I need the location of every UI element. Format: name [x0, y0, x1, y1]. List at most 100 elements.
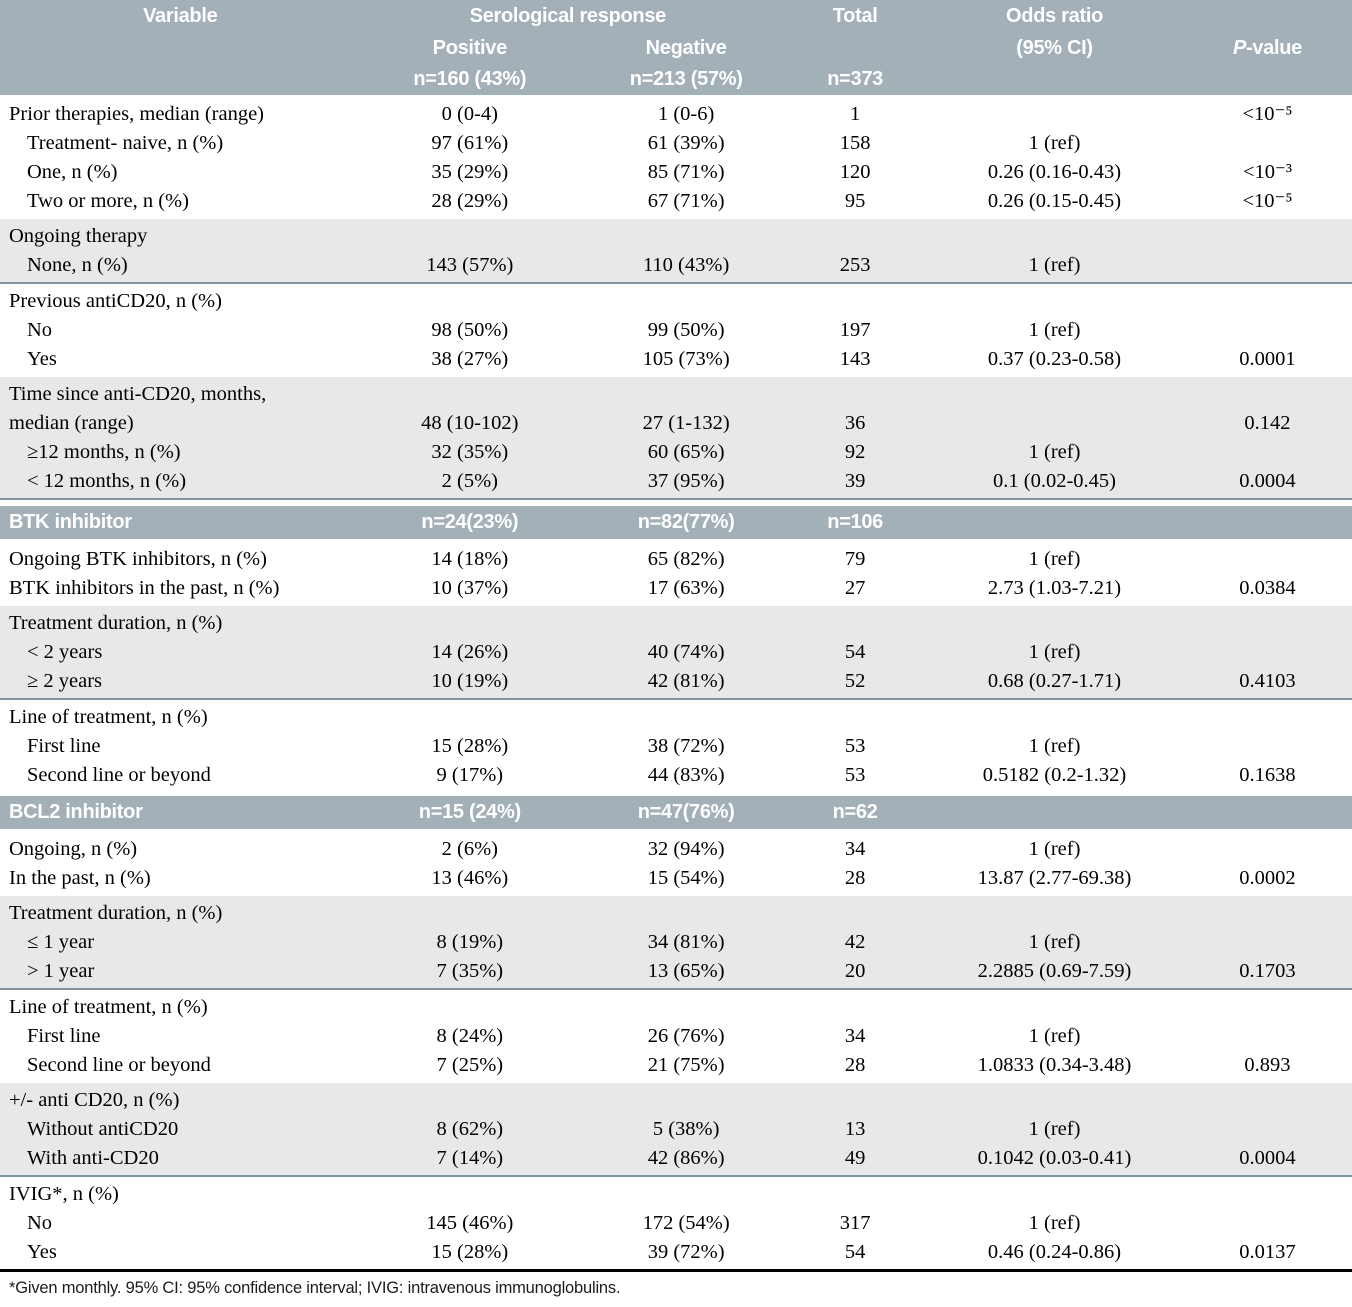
variable-label: Ongoing BTK inhibitors, n (%)	[9, 548, 267, 571]
negative-cell: 38 (72%)	[647, 735, 725, 758]
table-row: Two or more, n (%) 28 (29%) 67 (71%) 95 …	[0, 187, 1352, 216]
column-header-positive: Positive	[432, 36, 508, 59]
total-count-header: n=373	[827, 68, 883, 90]
total-cell: 53	[844, 735, 866, 758]
table-row: Yes 15 (28%) 39 (72%) 54 0.46 (0.24-0.86…	[0, 1238, 1352, 1267]
positive-cell: 143 (57%)	[426, 254, 514, 277]
positive-cell: 7 (14%)	[436, 1147, 504, 1170]
p-value-cell: 0.1703	[1239, 960, 1296, 983]
section-header-row: BCL2 inhibitor n=15 (24%) n=47(76%) n=62	[0, 796, 1352, 829]
table-body: Prior therapies, median (range) 0 (0-4) …	[0, 100, 1352, 1272]
positive-cell: 38 (27%)	[431, 348, 509, 371]
table-row: < 2 years 14 (26%) 40 (74%) 54 1 (ref)	[0, 638, 1352, 667]
table-section: Ongoing therapy None, n (%) 143 (57%) 11…	[0, 219, 1352, 284]
variable-label: None, n (%)	[27, 254, 128, 277]
variable-label: Line of treatment, n (%)	[9, 996, 208, 1019]
negative-cell: 42 (81%)	[647, 670, 725, 693]
table-row: Ongoing BTK inhibitors, n (%) 14 (18%) 6…	[0, 545, 1352, 574]
variable-label: ≥ 2 years	[27, 670, 103, 693]
variable-label: Line of treatment, n (%)	[9, 706, 208, 729]
section-title: BCL2 inhibitor	[9, 801, 143, 823]
odds-ratio-cell: 0.26 (0.16-0.43)	[987, 161, 1122, 184]
positive-cell: 13 (46%)	[431, 867, 509, 890]
total-cell: 92	[844, 441, 866, 464]
total-cell: 54	[844, 1241, 866, 1264]
table-row: > 1 year 7 (35%) 13 (65%) 20 2.2885 (0.6…	[0, 957, 1352, 986]
variable-label: ≤ 1 year	[27, 931, 95, 954]
p-value-cell: 0.0002	[1239, 867, 1296, 890]
variable-label: IVIG*, n (%)	[9, 1183, 119, 1206]
positive-cell: 9 (17%)	[436, 764, 504, 787]
column-header-odds-ratio-ci: (95% CI)	[1016, 36, 1093, 59]
p-value-cell: <10⁻⁵	[1242, 103, 1293, 126]
total-cell: 197	[839, 319, 871, 342]
odds-ratio-cell: 1 (ref)	[1028, 1212, 1081, 1235]
variable-label: < 12 months, n (%)	[27, 470, 187, 493]
total-cell: 39	[844, 470, 866, 493]
total-cell: 52	[844, 670, 866, 693]
table-row: Ongoing therapy	[0, 222, 1352, 251]
odds-ratio-cell: 1 (ref)	[1028, 132, 1081, 155]
variable-label: First line	[27, 735, 101, 758]
total-cell: 28	[844, 1054, 866, 1077]
table-section: Line of treatment, n (%) First line 15 (…	[0, 703, 1352, 790]
negative-cell: 172 (54%)	[642, 1212, 730, 1235]
table-footnote: *Given monthly. 95% CI: 95% confidence i…	[9, 1279, 621, 1297]
total-cell: 13	[844, 1118, 866, 1141]
negative-cell: 21 (75%)	[647, 1054, 725, 1077]
variable-label: Without antiCD20	[27, 1118, 179, 1141]
negative-cell: 34 (81%)	[647, 931, 725, 954]
negative-cell: 44 (83%)	[647, 764, 725, 787]
table-row: No 98 (50%) 99 (50%) 197 1 (ref)	[0, 316, 1352, 345]
positive-cell: 0 (0-4)	[441, 103, 498, 126]
p-value-cell: 0.0001	[1239, 348, 1296, 371]
section-positive-n: n=15 (24%)	[418, 801, 521, 823]
table-section: Ongoing, n (%) 2 (6%) 32 (94%) 34 1 (ref…	[0, 835, 1352, 893]
variable-label: Previous antiCD20, n (%)	[9, 290, 222, 313]
negative-cell: 15 (54%)	[647, 867, 725, 890]
variable-label: median (range)	[9, 412, 134, 435]
total-cell: 253	[839, 254, 871, 277]
table-section: Treatment duration, n (%) < 2 years 14 (…	[0, 606, 1352, 700]
positive-cell: 35 (29%)	[431, 161, 509, 184]
table-row: Treatment duration, n (%)	[0, 609, 1352, 638]
negative-cell: 61 (39%)	[647, 132, 725, 155]
section-title: BTK inhibitor	[9, 511, 132, 533]
variable-label: With anti-CD20	[27, 1147, 159, 1170]
variable-label: Ongoing, n (%)	[9, 838, 138, 861]
total-cell: 36	[844, 412, 866, 435]
odds-ratio-cell: 1 (ref)	[1028, 931, 1081, 954]
section-negative-n: n=82(77%)	[637, 511, 735, 533]
table-section: +/- anti CD20, n (%) Without antiCD20 8 …	[0, 1083, 1352, 1177]
odds-ratio-cell: 2.2885 (0.69-7.59)	[977, 960, 1132, 983]
odds-ratio-cell: 1 (ref)	[1028, 735, 1081, 758]
total-cell: 317	[839, 1212, 871, 1235]
table-row: In the past, n (%) 13 (46%) 15 (54%) 28 …	[0, 864, 1352, 893]
positive-cell: 48 (10-102)	[421, 412, 519, 435]
variable-label: +/- anti CD20, n (%)	[9, 1089, 180, 1112]
section-total-n: n=62	[832, 801, 878, 823]
p-value-cell: 0.0384	[1239, 577, 1296, 600]
column-header-total: Total	[832, 5, 878, 27]
positive-cell: 10 (37%)	[431, 577, 509, 600]
odds-ratio-cell: 1 (ref)	[1028, 1025, 1081, 1048]
p-value-cell: 0.0004	[1239, 470, 1296, 493]
table-section: Line of treatment, n (%) First line 8 (2…	[0, 993, 1352, 1080]
total-cell: 120	[839, 161, 871, 184]
odds-ratio-cell: 0.37 (0.23-0.58)	[987, 348, 1122, 371]
p-value-cell: <10⁻³	[1242, 161, 1292, 184]
section-header-row: BTK inhibitor n=24(23%) n=82(77%) n=106	[0, 506, 1352, 539]
negative-cell: 40 (74%)	[647, 641, 725, 664]
positive-cell: 14 (18%)	[431, 548, 509, 571]
total-cell: 28	[844, 867, 866, 890]
table-row: ≥ 2 years 10 (19%) 42 (81%) 52 0.68 (0.2…	[0, 667, 1352, 696]
p-value-cell: 0.1638	[1239, 764, 1296, 787]
positive-cell: 2 (6%)	[441, 838, 498, 861]
variable-label: Time since anti-CD20, months,	[9, 383, 267, 406]
odds-ratio-cell: 0.1 (0.02-0.45)	[993, 470, 1117, 493]
negative-cell: 60 (65%)	[647, 441, 725, 464]
positive-cell: 98 (50%)	[431, 319, 509, 342]
odds-ratio-cell: 0.1042 (0.03-0.41)	[977, 1147, 1132, 1170]
table-row: Second line or beyond 7 (25%) 21 (75%) 2…	[0, 1051, 1352, 1080]
